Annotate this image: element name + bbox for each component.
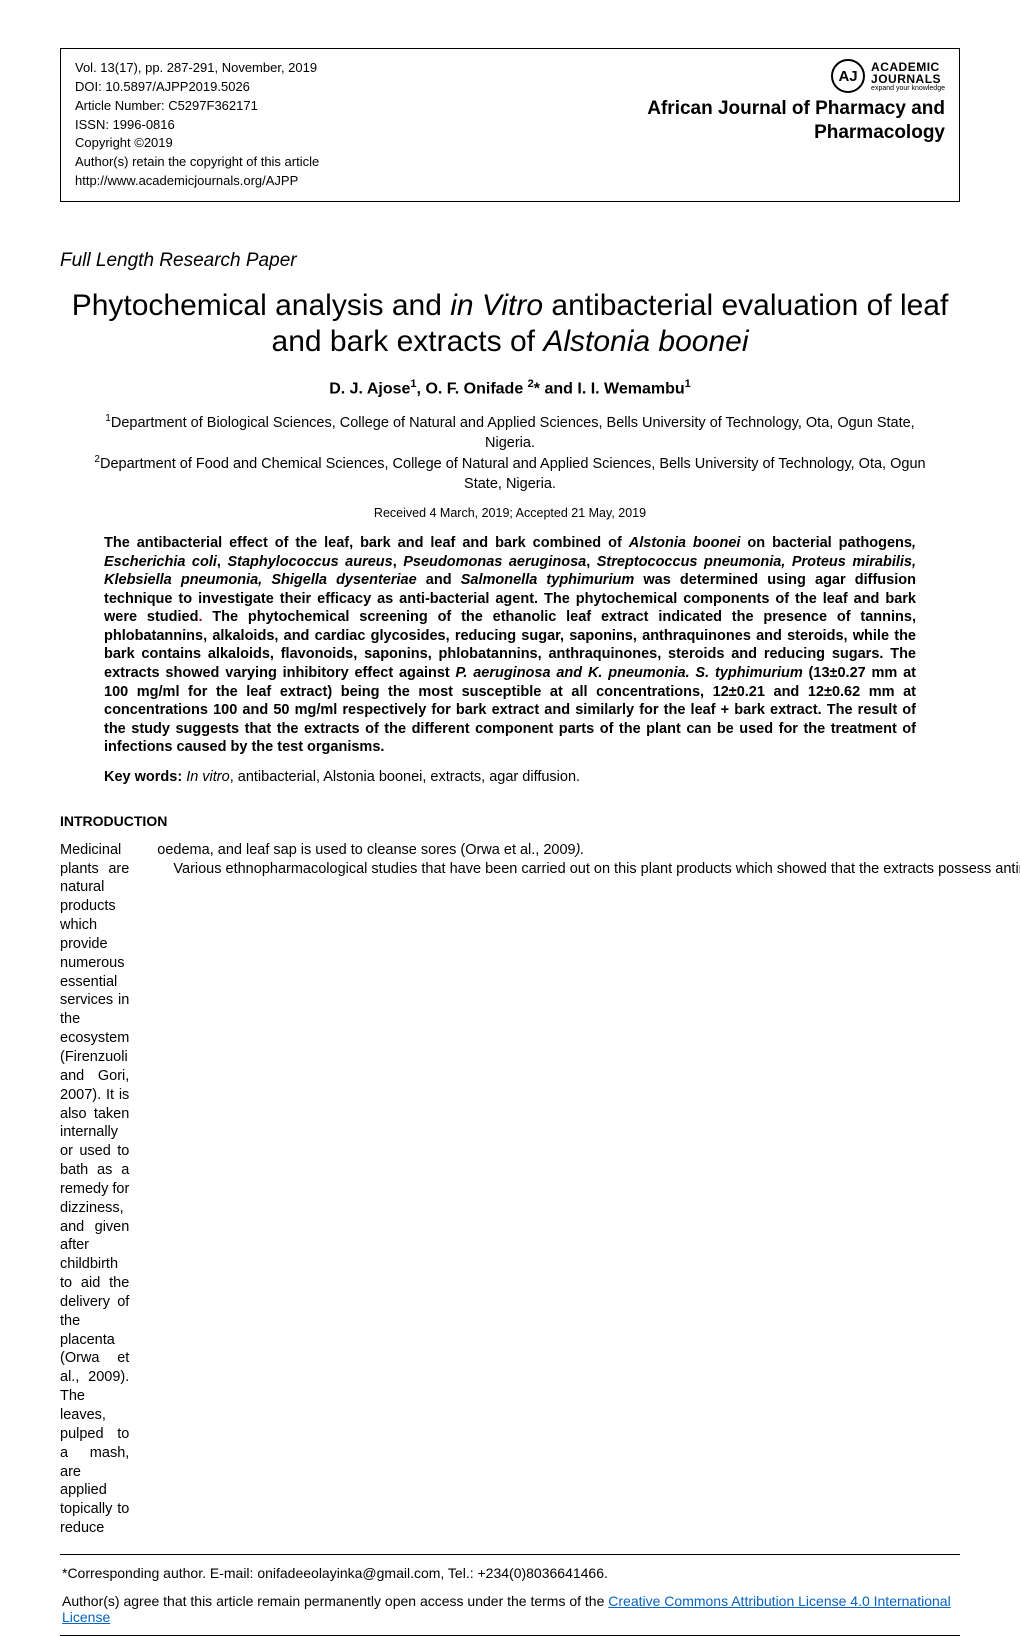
title-italic1: in Vitro (450, 289, 543, 322)
meta-right: AJ ACADEMIC JOURNALS expand your knowled… (605, 59, 945, 191)
column-left: Medicinal plants are natural products wh… (60, 841, 129, 1538)
logo-text: ACADEMIC JOURNALS expand your knowledge (871, 61, 945, 92)
abstract: The antibacterial effect of the leaf, ba… (60, 534, 960, 757)
author-3: and I. I. Wemambu (540, 380, 685, 397)
corresponding-author: *Corresponding author. E-mail: onifadeeo… (62, 1565, 958, 1581)
body-columns: Medicinal plants are natural products wh… (60, 841, 960, 1538)
received-accepted-dates: Received 4 March, 2019; Accepted 21 May,… (60, 506, 960, 520)
abs-it7: P. aeruginosa and K. pneumonia. S. typhi… (456, 665, 803, 681)
retain-copyright: Author(s) retain the copyright of this a… (75, 153, 319, 172)
authors: D. J. Ajose1, O. F. Onifade 2* and I. I.… (60, 378, 960, 398)
keywords-italic: In vitro (186, 769, 230, 785)
volume-line: Vol. 13(17), pp. 287-291, November, 2019 (75, 59, 319, 78)
meta-left: Vol. 13(17), pp. 287-291, November, 2019… (75, 59, 319, 191)
abs-p3: , (217, 554, 228, 570)
body-col2b: Various ethnopharmacological studies tha… (157, 861, 1020, 877)
logo-academic: ACADEMIC (871, 61, 945, 73)
abs-p6: and (417, 572, 461, 588)
abs-it1: Alstonia boonei (629, 535, 741, 551)
abs-p5: , (586, 554, 597, 570)
abs-dot: . (198, 609, 212, 625)
paper-title: Phytochemical analysis and in Vitro anti… (60, 288, 960, 360)
author-1: D. J. Ajose (329, 380, 410, 397)
body-col1: Medicinal plants are natural products wh… (60, 842, 129, 1536)
logo-circle-icon: AJ (831, 59, 865, 93)
article-number: Article Number: C5297F362171 (75, 97, 319, 116)
title-pre: Phytochemical analysis and (72, 289, 451, 322)
paper-type: Full Length Research Paper (60, 250, 960, 272)
logo-tagline: expand your knowledge (871, 85, 945, 92)
footer-box: *Corresponding author. E-mail: onifadeeo… (60, 1554, 960, 1636)
publisher-logo: AJ ACADEMIC JOURNALS expand your knowled… (831, 59, 945, 93)
abs-p2: on bacterial pathogens (740, 535, 912, 551)
journal-url: http://www.academicjournals.org/AJPP (75, 172, 319, 191)
section-heading-introduction: INTRODUCTION (60, 813, 960, 829)
body-col2a: oedema, and leaf sap is used to cleanse … (157, 842, 575, 858)
keywords-label: Key words: (104, 769, 186, 785)
title-italic2: Alstonia boonei (543, 325, 748, 358)
body-col2-paren: ). (576, 842, 585, 858)
affiliations: 1Department of Biological Sciences, Coll… (60, 412, 960, 494)
abs-it6: Salmonella typhimurium (461, 572, 635, 588)
abs-it3: Staphylococcus aureus (227, 554, 392, 570)
abs-p1: The antibacterial effect of the leaf, ba… (104, 535, 629, 551)
license-pre: Author(s) agree that this article remain… (62, 1593, 608, 1609)
author-2: , O. F. Onifade (417, 380, 528, 397)
header-metadata-box: Vol. 13(17), pp. 287-291, November, 2019… (60, 48, 960, 202)
doi: DOI: 10.5897/AJPP2019.5026 (75, 78, 319, 97)
journal-name: African Journal of Pharmacy and Pharmaco… (605, 97, 945, 145)
keywords-rest: , antibacterial, Alstonia boonei, extrac… (230, 769, 580, 785)
copyright: Copyright ©2019 (75, 134, 319, 153)
author-3-sup: 1 (685, 378, 691, 390)
logo-journals: JOURNALS (871, 73, 945, 85)
affiliation-2: Department of Food and Chemical Sciences… (100, 456, 926, 492)
affiliation-1: Department of Biological Sciences, Colle… (111, 415, 915, 451)
column-right: oedema, and leaf sap is used to cleanse … (157, 841, 1020, 1538)
keywords: Key words: In vitro, antibacterial, Alst… (60, 769, 960, 785)
abs-p4: , (393, 554, 404, 570)
issn: ISSN: 1996-0816 (75, 116, 319, 135)
license-statement: Author(s) agree that this article remain… (62, 1593, 958, 1625)
abs-it4: Pseudomonas aeruginosa (403, 554, 586, 570)
